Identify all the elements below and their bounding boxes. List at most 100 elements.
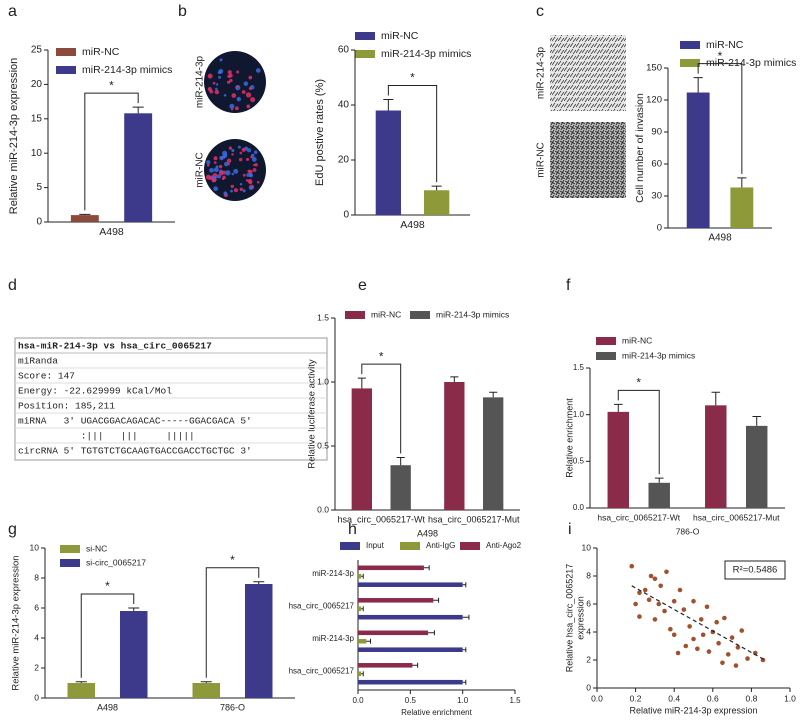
bar — [483, 397, 504, 510]
cell-dot — [219, 58, 223, 62]
error-bar — [366, 638, 372, 644]
x-axis-label: A498 — [417, 528, 438, 538]
y-axis-label: Relative luciferase activity — [307, 359, 318, 469]
y-tick-label: 0.0 — [573, 503, 585, 512]
cell-dot — [246, 173, 251, 177]
scatter-point — [739, 628, 745, 633]
scatter-point — [637, 590, 642, 596]
scatter-point — [706, 649, 712, 654]
scatter-point — [745, 656, 750, 661]
y-tick-label: hsa_circ_0065217 — [289, 601, 355, 610]
cell-dot — [239, 182, 243, 186]
scatter-point — [637, 614, 642, 619]
y-tick-label: 0 — [34, 692, 39, 702]
x-tick-label: 0.6 — [707, 693, 719, 703]
panel-letter: c — [536, 3, 544, 20]
error-bar — [361, 671, 364, 677]
significance-mark: * — [109, 78, 114, 92]
cell-dot — [236, 96, 242, 102]
bar — [358, 630, 429, 636]
panel-letter: i — [568, 521, 572, 538]
alignment-line: Position: 185,211 — [18, 401, 115, 412]
legend-label: miR-214-3p mimics — [622, 350, 695, 360]
legend-swatch — [596, 352, 616, 360]
y-tick-label: 15 — [31, 113, 43, 124]
scatter-point — [642, 587, 648, 593]
cell-dot — [230, 189, 233, 193]
bar — [358, 582, 463, 587]
alignment-line: circRNA 5' TGTGTCTGCAAGTGACCGACCTGCTGC 3… — [18, 446, 252, 457]
y-tick-label: 0 — [657, 223, 662, 234]
cell-dot — [211, 177, 217, 183]
cell-dot — [242, 173, 246, 177]
bar — [358, 614, 463, 620]
error-bar — [711, 391, 721, 406]
y-tick-label: 150 — [646, 63, 662, 74]
y-tick-label: 90 — [651, 127, 662, 138]
legend-swatch — [60, 545, 80, 553]
cell-dot — [236, 85, 239, 89]
cell-dot — [233, 188, 238, 193]
cell-dot — [243, 81, 249, 86]
x-tick-label: hsa_circ_0065217-Wt — [597, 512, 680, 522]
legend-swatch — [56, 48, 76, 56]
error-bar — [613, 403, 623, 412]
bar — [358, 647, 463, 652]
y-axis-label: Cell number of invasion — [634, 93, 646, 203]
y-tick-label: 5 — [36, 182, 42, 193]
panel-letter: e — [358, 277, 367, 294]
scatter-point — [658, 583, 663, 589]
y-tick-label: 6 — [34, 602, 39, 612]
cell-dot — [246, 104, 251, 109]
image-label: miR-NC — [536, 142, 547, 178]
error-bar — [428, 630, 435, 636]
y-tick-label: 8 — [586, 570, 591, 580]
panel-letter: f — [566, 277, 571, 294]
bar — [124, 113, 153, 222]
scatter-point — [733, 663, 739, 668]
error-bar — [654, 477, 664, 483]
scatter-point — [646, 597, 652, 603]
error-bar — [462, 647, 467, 653]
x-tick-label: 1.0 — [784, 693, 796, 703]
scatter-point — [668, 626, 673, 632]
y-tick-label: 1.5 — [317, 312, 329, 322]
error-bar — [462, 614, 470, 620]
panel-letter: d — [8, 277, 17, 294]
cell-dot — [219, 155, 224, 160]
legend-swatch — [60, 559, 80, 567]
scatter-point — [735, 645, 741, 650]
scatter-point — [720, 660, 725, 666]
scatter-point — [687, 624, 692, 629]
y-tick-label: hsa_circ_0065217 — [289, 666, 355, 675]
invasion-image — [550, 35, 626, 111]
y-axis-label: EdU postive rates (%) — [314, 79, 326, 186]
y-tick-label: 25 — [31, 45, 43, 56]
cell-dot — [233, 168, 239, 174]
x-tick-label: 0.5 — [405, 696, 417, 705]
y-tick-label: 4 — [586, 626, 591, 636]
y-tick-label: 1.5 — [573, 363, 585, 372]
scatter-point — [729, 635, 735, 640]
cell-dot — [218, 75, 222, 79]
scatter-point — [652, 576, 658, 582]
cell-dots — [205, 58, 261, 198]
bar — [730, 187, 754, 228]
legend-swatch — [340, 542, 360, 550]
panel-letter: g — [8, 521, 17, 538]
x-tick-label: hsa_circ_0065217-Wt — [337, 514, 425, 524]
cell-dot — [206, 163, 210, 167]
cell-dot — [212, 81, 216, 85]
panel-letter: h — [348, 521, 357, 538]
cell-dot — [207, 87, 212, 92]
cell-dot — [223, 191, 228, 196]
legend-swatch — [596, 337, 616, 345]
scatter-point — [716, 640, 721, 646]
scatter-point — [675, 650, 681, 656]
error-bar — [253, 581, 265, 584]
microscopy-image — [204, 51, 266, 113]
image-label: miR-214-3p — [195, 55, 206, 108]
x-tick-label: 0.2 — [630, 693, 642, 703]
cell-dot — [253, 150, 258, 154]
cell-dot — [225, 170, 231, 176]
